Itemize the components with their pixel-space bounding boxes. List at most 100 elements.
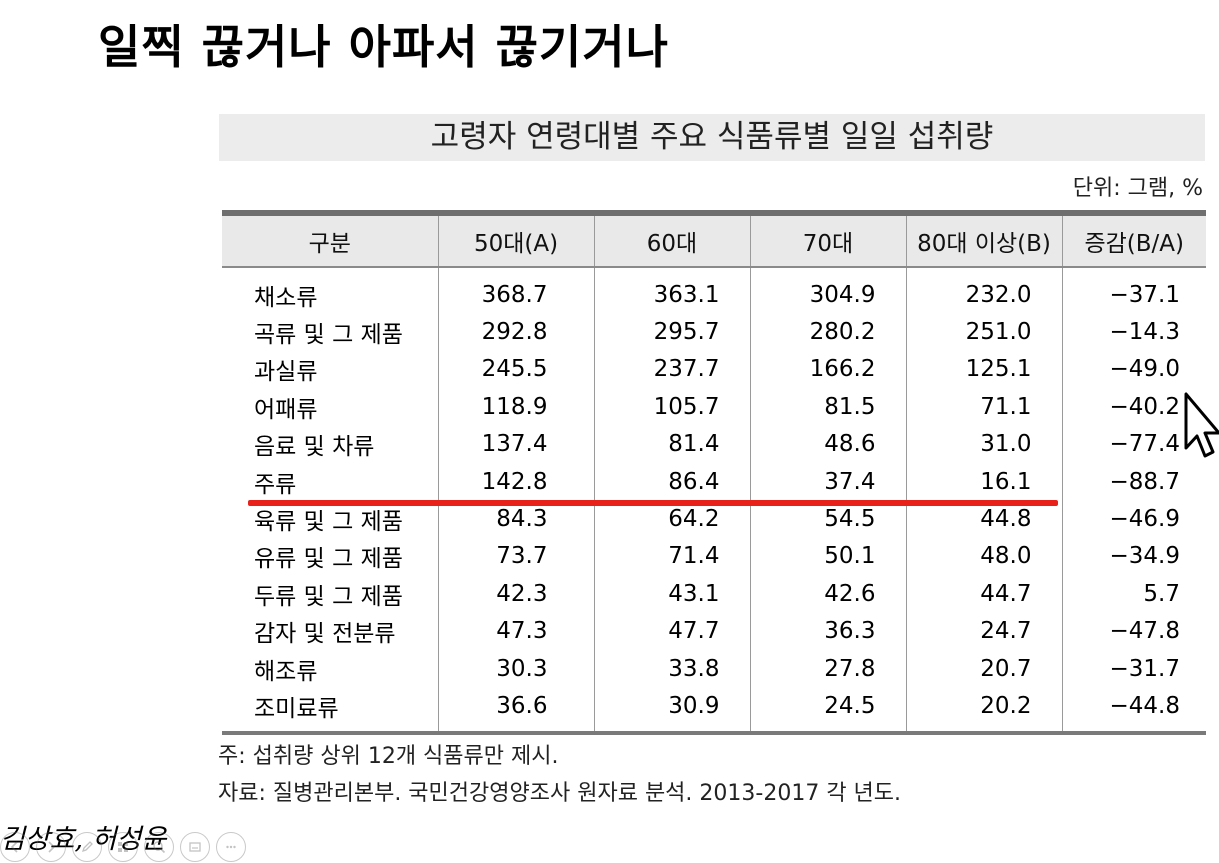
table-row: 채소류 368.7 363.1 304.9 232.0 −37.1 <box>222 267 1206 314</box>
row-value: 86.4 <box>593 462 750 501</box>
row-category: 육류 및 그 제품 <box>254 509 403 536</box>
row-value: 125.1 <box>905 350 1062 389</box>
row-value: 368.7 <box>437 267 594 314</box>
table-row: 해조류 30.3 33.8 27.8 20.7 −31.7 <box>222 649 1206 688</box>
row-value: 50.1 <box>749 537 906 576</box>
next-arrow-icon[interactable] <box>36 832 66 862</box>
row-value: 42.3 <box>437 575 594 613</box>
row-value: 43.1 <box>593 575 750 613</box>
subtitles-icon[interactable] <box>180 832 210 862</box>
row-value: 292.8 <box>437 313 594 351</box>
slide-title: 일찍 끊거나 아파서 끊기거나 <box>98 20 669 74</box>
row-category: 과실류 <box>254 359 318 386</box>
row-value: 84.3 <box>437 500 594 538</box>
table-row: 음료 및 차류 137.4 81.4 48.6 31.0 −77.4 <box>222 425 1206 463</box>
table-caption-bar <box>219 114 1205 161</box>
row-value: 24.7 <box>905 612 1062 650</box>
row-value: 33.8 <box>593 649 750 688</box>
row-value: 47.7 <box>593 612 750 650</box>
row-value: 20.2 <box>905 687 1062 733</box>
row-value: −46.9 <box>1061 500 1206 538</box>
row-value: 44.8 <box>905 500 1062 538</box>
row-value: 20.7 <box>905 649 1062 688</box>
row-value: 105.7 <box>593 388 750 426</box>
table-row: 과실류 245.5 237.7 166.2 125.1 −49.0 <box>222 350 1206 389</box>
row-value: 37.4 <box>749 462 906 501</box>
row-value: 142.8 <box>437 462 594 501</box>
more-icon[interactable] <box>216 832 246 862</box>
row-value: −77.4 <box>1061 425 1206 463</box>
row-value: 5.7 <box>1061 575 1206 613</box>
row-value: 304.9 <box>749 267 906 314</box>
row-value: 48.0 <box>905 537 1062 576</box>
row-category: 유류 및 그 제품 <box>254 546 403 573</box>
column-header: 50대(A) <box>437 213 594 267</box>
row-value: 31.0 <box>905 425 1062 463</box>
row-value: −31.7 <box>1061 649 1206 688</box>
column-header: 구분 <box>308 231 351 257</box>
table-row: 유류 및 그 제품 73.7 71.4 50.1 48.0 −34.9 <box>222 537 1206 576</box>
row-value: 64.2 <box>593 500 750 538</box>
row-category: 채소류 <box>254 284 318 311</box>
row-value: −47.8 <box>1061 612 1206 650</box>
column-header: 70대 <box>749 213 906 267</box>
column-header: 증감(B/A) <box>1061 213 1206 267</box>
row-category: 주류 <box>254 471 297 498</box>
row-value: 251.0 <box>905 313 1062 351</box>
row-category: 곡류 및 그 제품 <box>254 322 403 349</box>
row-value: 166.2 <box>749 350 906 389</box>
row-category: 음료 및 차류 <box>254 434 375 461</box>
row-value: 27.8 <box>749 649 906 688</box>
row-value: 36.3 <box>749 612 906 650</box>
prev-arrow-icon[interactable] <box>0 832 30 862</box>
pen-icon[interactable] <box>72 832 102 862</box>
table-row: 곡류 및 그 제품 292.8 295.7 280.2 251.0 −14.3 <box>222 313 1206 351</box>
row-category: 조미료류 <box>254 695 339 722</box>
row-value: 81.5 <box>749 388 906 426</box>
row-value: 118.9 <box>437 388 594 426</box>
row-value: −88.7 <box>1061 462 1206 501</box>
table-row: 어패류 118.9 105.7 81.5 71.1 −40.2 <box>222 388 1206 426</box>
row-value: −14.3 <box>1061 313 1206 351</box>
row-value: 71.1 <box>905 388 1062 426</box>
unit-note: 단위: 그램, % <box>1072 176 1203 201</box>
table-source: 자료: 질병관리본부. 국민건강영양조사 원자료 분석. 2013-2017 각… <box>218 781 902 806</box>
row-value: 232.0 <box>905 267 1062 314</box>
row-value: 24.5 <box>749 687 906 733</box>
row-category: 어패류 <box>254 396 318 423</box>
row-value: 81.4 <box>593 425 750 463</box>
row-category: 두류 및 그 제품 <box>254 583 403 610</box>
table-row: 감자 및 전분류 47.3 47.7 36.3 24.7 −47.8 <box>222 612 1206 650</box>
row-value: 30.3 <box>437 649 594 688</box>
row-value: 48.6 <box>749 425 906 463</box>
row-value: 295.7 <box>593 313 750 351</box>
row-value: 237.7 <box>593 350 750 389</box>
row-value: 245.5 <box>437 350 594 389</box>
presentation-toolbar <box>0 832 246 863</box>
row-value: −40.2 <box>1061 388 1206 426</box>
table-note: 주: 섭취량 상위 12개 식품류만 제시. <box>218 744 559 769</box>
row-value: 16.1 <box>905 462 1062 501</box>
table-row: 육류 및 그 제품 84.3 64.2 54.5 44.8 −46.9 <box>222 500 1206 538</box>
row-value: −49.0 <box>1061 350 1206 389</box>
row-value: 363.1 <box>593 267 750 314</box>
table-body: 채소류 368.7 363.1 304.9 232.0 −37.1 곡류 및 그 제품 292… <box>222 267 1206 733</box>
mouse-cursor-icon <box>1184 392 1219 458</box>
intake-table: 구분 50대(A) 60대 70대 80대 이상(B) 증감(B/A) 채소류 3… <box>222 210 1206 735</box>
zoom-icon[interactable] <box>144 832 174 862</box>
row-category: 해조류 <box>254 658 318 685</box>
column-header: 60대 <box>593 213 750 267</box>
table-header-row: 구분 50대(A) 60대 70대 80대 이상(B) 증감(B/A) <box>222 213 1206 267</box>
row-value: 36.6 <box>437 687 594 733</box>
row-category: 감자 및 전분류 <box>254 621 396 648</box>
highlight-underline <box>248 500 1058 506</box>
row-value: 30.9 <box>593 687 750 733</box>
slides-grid-icon[interactable] <box>108 832 138 862</box>
table-row: 두류 및 그 제품 42.3 43.1 42.6 44.7 5.7 <box>222 575 1206 613</box>
row-value: 73.7 <box>437 537 594 576</box>
row-value: −34.9 <box>1061 537 1206 576</box>
row-value: 44.7 <box>905 575 1062 613</box>
table-row: 조미료류 36.6 30.9 24.5 20.2 −44.8 <box>222 687 1206 733</box>
column-header: 80대 이상(B) <box>905 213 1062 267</box>
row-value: 47.3 <box>437 612 594 650</box>
